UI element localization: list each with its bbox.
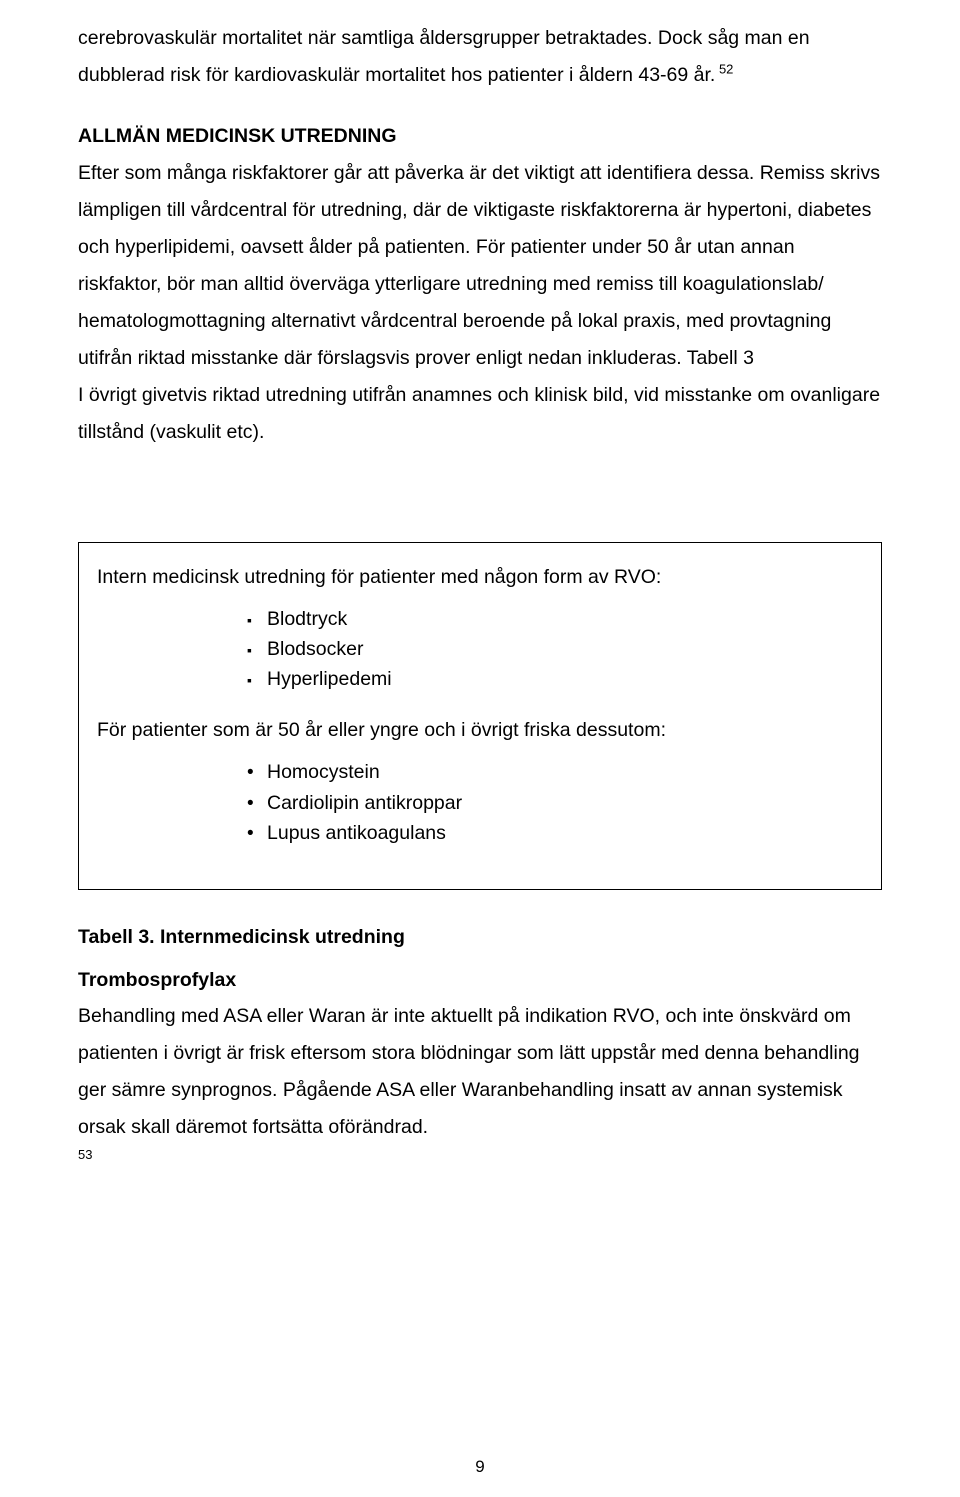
box-list2: Homocystein Cardiolipin antikroppar Lupu… (97, 757, 863, 848)
section2-paragraph1: Behandling med ASA eller Waran är inte a… (78, 998, 882, 1146)
list-item: Blodsocker (267, 634, 863, 664)
table-caption: Tabell 3. Internmedicinsk utredning (78, 926, 882, 949)
box-line2: För patienter som är 50 år eller yngre o… (97, 712, 863, 749)
page-number: 9 (0, 1457, 960, 1477)
list-item: Hyperlipedemi (267, 664, 863, 694)
info-box: Intern medicinsk utredning för patienter… (78, 542, 882, 890)
list-item: Cardiolipin antikroppar (267, 788, 863, 818)
section1-paragraph1: Efter som många riskfaktorer går att påv… (78, 155, 882, 377)
section1-paragraph2: I övrigt givetvis riktad utredning utifr… (78, 377, 882, 451)
box-line1: Intern medicinsk utredning för patienter… (97, 559, 863, 596)
section-heading-allman: ALLMÄN MEDICINSK UTREDNING (78, 118, 882, 155)
section2-reference: 53 (78, 1146, 882, 1164)
document-page: cerebrovaskulär mortalitet när samtliga … (0, 0, 960, 1497)
list-item: Lupus antikoagulans (267, 818, 863, 848)
list-item: Homocystein (267, 757, 863, 787)
list-item: Blodtryck (267, 604, 863, 634)
intro-paragraph: cerebrovaskulär mortalitet när samtliga … (78, 20, 882, 94)
intro-text: cerebrovaskulär mortalitet när samtliga … (78, 27, 810, 86)
section-heading-trombos: Trombosprofylax (78, 969, 882, 992)
box-list1: Blodtryck Blodsocker Hyperlipedemi (97, 604, 863, 695)
intro-reference-sup: 52 (715, 62, 733, 77)
